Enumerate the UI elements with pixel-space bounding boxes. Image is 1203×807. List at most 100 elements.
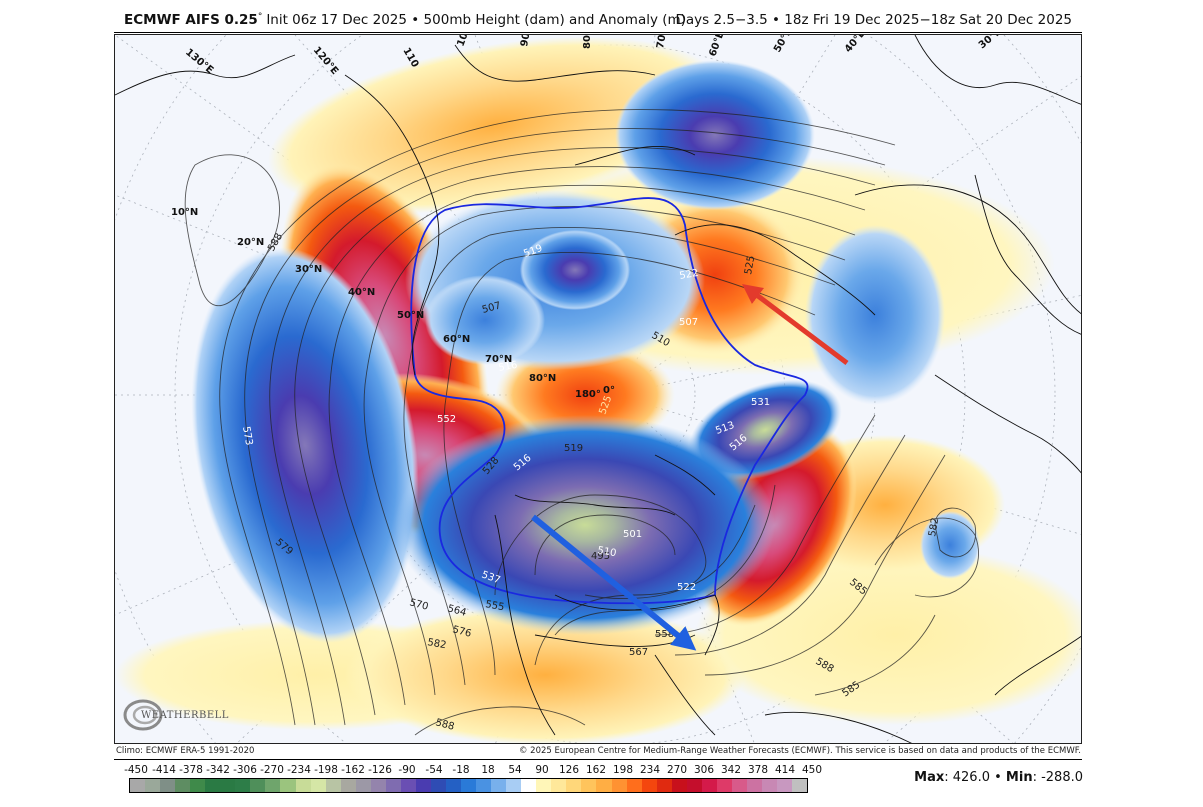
product-name: 500mb Height (dam) and Anomaly (m) bbox=[423, 12, 686, 28]
colorbar-tick: -18 bbox=[452, 764, 470, 776]
red-arrow-icon bbox=[742, 283, 849, 365]
lat-label: 60°N bbox=[443, 334, 470, 345]
valid-time: Days 2.5−3.5 • 18z Fri 19 Dec 2025−18z S… bbox=[675, 12, 1072, 28]
latitude-labels: 10°N 20°N 30°N 40°N 50°N 60°N 70°N 80°N bbox=[171, 207, 556, 384]
height-contours bbox=[184, 109, 979, 736]
colorbar-swatch bbox=[536, 779, 552, 792]
contour-label: 507 bbox=[679, 317, 698, 328]
contour-label: 552 bbox=[437, 414, 456, 425]
logo-text: WEATHERBELL bbox=[141, 710, 229, 721]
max-min-summary: Max: 426.0 • Min: -288.0 bbox=[914, 770, 1083, 785]
contour-label: 567 bbox=[629, 647, 648, 658]
lon-label: 80°E bbox=[582, 35, 593, 49]
colorbar-swatch bbox=[190, 779, 206, 792]
lat-label: 40°N bbox=[348, 287, 375, 298]
contour-label: 588 bbox=[434, 717, 455, 733]
colorbar-swatch bbox=[250, 779, 266, 792]
contour-label: 531 bbox=[751, 397, 770, 408]
contour-label: 522 bbox=[677, 582, 696, 593]
contour-label: 558 bbox=[655, 629, 674, 640]
contour-label: 501 bbox=[623, 529, 642, 540]
colorbar-tick: -198 bbox=[314, 764, 338, 776]
weatherbell-logo: WEATHERBELL bbox=[121, 695, 228, 735]
lat-label: 20°N bbox=[237, 237, 264, 248]
colorbar-tick: -414 bbox=[152, 764, 176, 776]
colorbar-tick: -90 bbox=[398, 764, 416, 776]
colorbar-tick: -342 bbox=[206, 764, 230, 776]
min-label: Min bbox=[1005, 770, 1033, 785]
colorbar-tick: 234 bbox=[639, 764, 661, 776]
lon-label: 30°E bbox=[977, 35, 1004, 51]
min-value: : -288.0 bbox=[1032, 770, 1083, 785]
map-panel: 10°N 20°N 30°N 40°N 50°N 60°N 70°N 80°N … bbox=[114, 34, 1082, 744]
contour-label: 582 bbox=[927, 517, 941, 538]
coastlines bbox=[115, 35, 1081, 743]
contour-label: 519 bbox=[564, 443, 583, 454]
footer-divider bbox=[114, 759, 1082, 760]
colorbar-swatch bbox=[385, 779, 401, 792]
contour-label: 573 bbox=[240, 426, 254, 447]
colorbar-swatch bbox=[792, 779, 808, 792]
contour-label: 507 bbox=[481, 300, 502, 316]
colorbar-tick: 306 bbox=[693, 764, 715, 776]
lat-label: 10°N bbox=[171, 207, 198, 218]
colorbar-tick-labels: -450 -414 -378 -342 -306 -270 -234 -198 … bbox=[120, 764, 823, 778]
colorbar-swatch bbox=[656, 779, 672, 792]
colorbar-swatch bbox=[596, 779, 612, 792]
colorbar-swatch bbox=[731, 779, 747, 792]
max-label: Max bbox=[914, 770, 945, 785]
colorbar-swatch bbox=[671, 779, 687, 792]
colorbar-swatch bbox=[461, 779, 477, 792]
lon-label: 60°E bbox=[707, 35, 726, 58]
lon-label: 120°E bbox=[311, 45, 341, 77]
colorbar-swatch bbox=[220, 779, 236, 792]
blue-546-contour bbox=[410, 197, 809, 605]
colorbar-swatch bbox=[506, 779, 522, 792]
colorbar-tick: 414 bbox=[774, 764, 796, 776]
colorbar-swatch bbox=[415, 779, 431, 792]
lat-label: 70°N bbox=[485, 354, 512, 365]
lon-label: 100°E bbox=[455, 35, 477, 48]
colorbar-swatch bbox=[686, 779, 702, 792]
colorbar-swatch bbox=[566, 779, 582, 792]
contour-label: 495 bbox=[591, 551, 610, 562]
colorbar-tick: -234 bbox=[287, 764, 311, 776]
colorbar-tick: 450 bbox=[801, 764, 823, 776]
colorbar-swatch bbox=[701, 779, 717, 792]
colorbar-swatch bbox=[325, 779, 341, 792]
lat-label: 30°N bbox=[295, 264, 322, 275]
contour-label: 564 bbox=[446, 603, 467, 619]
swirl-icon bbox=[123, 699, 163, 731]
colorbar-swatch bbox=[235, 779, 251, 792]
bullet-separator: • bbox=[411, 12, 420, 28]
colorbar-tick: -378 bbox=[179, 764, 203, 776]
contour-label: 522 bbox=[679, 268, 700, 282]
colorbar-tick: 54 bbox=[508, 764, 522, 776]
contour-label: 570 bbox=[408, 597, 429, 613]
contour-label: 576 bbox=[451, 624, 472, 640]
contour-label: 582 bbox=[426, 637, 447, 651]
colorbar-swatch bbox=[355, 779, 371, 792]
colorbar-swatch bbox=[205, 779, 221, 792]
colorbar-swatch bbox=[175, 779, 191, 792]
colorbar-tick: 198 bbox=[612, 764, 634, 776]
contour-label: 555 bbox=[484, 599, 505, 613]
colorbar-tick: 342 bbox=[720, 764, 742, 776]
chart-title: ECMWF AIFS 0.25° Init 06z 17 Dec 2025 • 5… bbox=[124, 12, 686, 28]
colorbar-tick: -54 bbox=[425, 764, 443, 776]
bullet-separator: • bbox=[989, 770, 1006, 785]
lon-label: 40°E bbox=[843, 35, 868, 55]
model-name: ECMWF AIFS 0.25 bbox=[124, 12, 258, 28]
colorbar-swatch bbox=[310, 779, 326, 792]
colorbar-swatch bbox=[581, 779, 597, 792]
colorbar-swatch bbox=[400, 779, 416, 792]
colorbar-swatch bbox=[295, 779, 311, 792]
colorbar-swatch bbox=[716, 779, 732, 792]
degree-symbol: ° bbox=[257, 12, 263, 22]
colorbar-tick: -126 bbox=[368, 764, 392, 776]
colorbar-tick: -306 bbox=[233, 764, 257, 776]
colorbar-swatch bbox=[280, 779, 296, 792]
colorbar-swatch bbox=[430, 779, 446, 792]
colorbar-swatch bbox=[746, 779, 762, 792]
colorbar-tick: -450 bbox=[124, 764, 148, 776]
